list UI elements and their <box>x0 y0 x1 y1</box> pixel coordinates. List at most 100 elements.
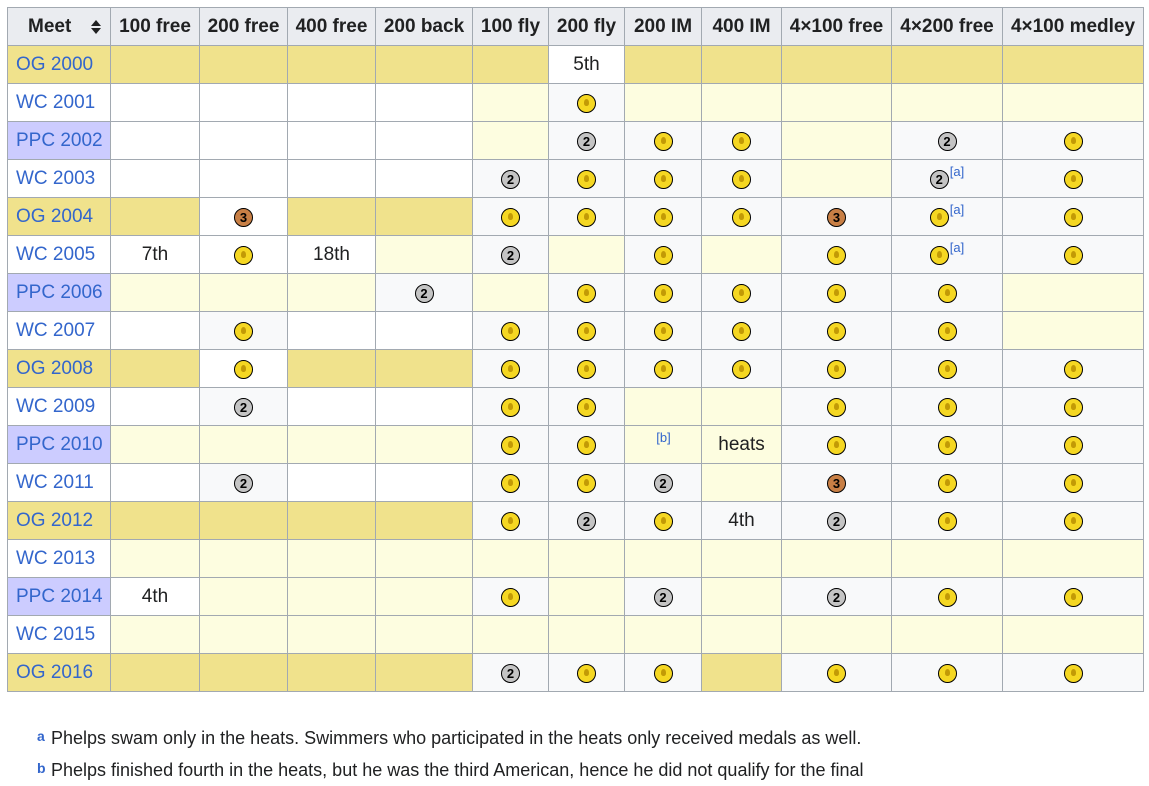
gold-medal-icon <box>653 283 673 303</box>
result-cell <box>891 45 1003 84</box>
silver-medal-icon: 2 <box>577 511 596 531</box>
gold-medal-icon <box>1063 169 1083 189</box>
result-cell: [b] <box>624 425 702 464</box>
table-row: WC 2003 2 2[a] <box>7 159 1144 198</box>
result-cell <box>375 45 473 84</box>
meet-link[interactable]: OG 2004 <box>7 197 111 236</box>
footnote-marker[interactable]: b <box>37 760 46 776</box>
result-cell <box>472 615 549 654</box>
result-cell <box>701 539 782 578</box>
result-cell <box>1002 615 1144 654</box>
gold-medal-icon <box>827 359 846 379</box>
footnote-reference-link[interactable]: [b] <box>656 430 671 446</box>
silver-medal-icon: 2 <box>827 587 846 607</box>
column-header-200-im: 200 IM <box>624 7 702 46</box>
meet-link[interactable]: PPC 2010 <box>7 425 111 464</box>
meet-link[interactable]: WC 2007 <box>7 311 111 350</box>
meet-link[interactable]: OG 2008 <box>7 349 111 388</box>
meet-link[interactable]: OG 2016 <box>7 653 111 692</box>
meet-link[interactable]: WC 2011 <box>7 463 111 502</box>
sort-icon[interactable] <box>90 13 102 39</box>
meet-label: OG 2012 <box>16 509 94 531</box>
meet-label: WC 2013 <box>16 547 96 569</box>
silver-medal-icon: 2 <box>577 131 596 151</box>
meet-label: OG 2004 <box>16 205 94 227</box>
result-cell <box>375 501 473 540</box>
table-row: PPC 2014 4th 2 2 <box>7 577 1144 616</box>
gold-medal-icon <box>732 169 751 189</box>
bronze-medal-icon: 3 <box>827 207 846 227</box>
result-cell: 4th <box>701 501 782 540</box>
meet-label: OG 2000 <box>16 53 94 75</box>
result-cell: 2 <box>199 463 288 502</box>
result-cell <box>624 273 702 312</box>
column-header-meet[interactable]: Meet <box>7 7 111 46</box>
gold-medal-icon <box>653 131 673 151</box>
column-header-100-fly: 100 fly <box>472 7 549 46</box>
result-cell <box>548 577 625 616</box>
result-cell <box>375 539 473 578</box>
result-text: heats <box>718 433 765 455</box>
result-cell <box>624 615 702 654</box>
meet-link[interactable]: PPC 2006 <box>7 273 111 312</box>
result-cell <box>891 311 1003 350</box>
result-cell <box>110 615 200 654</box>
result-cell <box>375 387 473 426</box>
result-cell <box>110 197 200 236</box>
gold-medal-icon <box>827 663 846 683</box>
result-cell <box>891 463 1003 502</box>
result-cell <box>375 463 473 502</box>
result-cell <box>287 197 376 236</box>
result-cell <box>287 539 376 578</box>
result-cell <box>701 653 782 692</box>
result-cell <box>287 577 376 616</box>
result-cell <box>199 539 288 578</box>
gold-medal-icon <box>653 321 673 341</box>
result-cell <box>110 653 200 692</box>
result-cell <box>1002 653 1144 692</box>
result-cell <box>548 539 625 578</box>
footnote-marker[interactable]: a <box>37 728 45 744</box>
gold-medal-icon <box>937 283 957 303</box>
meet-link[interactable]: WC 2001 <box>7 83 111 122</box>
meet-link[interactable]: WC 2003 <box>7 159 111 198</box>
gold-medal-icon <box>937 397 957 417</box>
meet-link[interactable]: WC 2015 <box>7 615 111 654</box>
result-cell <box>891 615 1003 654</box>
gold-medal-icon <box>732 207 751 227</box>
result-cell <box>624 653 702 692</box>
result-cell: heats <box>701 425 782 464</box>
footnote-reference-link[interactable]: [a] <box>949 202 965 218</box>
result-cell <box>548 273 625 312</box>
result-cell <box>1002 539 1144 578</box>
result-cell <box>472 45 549 84</box>
result-cell <box>110 501 200 540</box>
meet-link[interactable]: WC 2009 <box>7 387 111 426</box>
meet-label: PPC 2014 <box>16 585 103 607</box>
meet-link[interactable]: OG 2000 <box>7 45 111 84</box>
meet-link[interactable]: PPC 2014 <box>7 577 111 616</box>
result-cell <box>199 349 288 388</box>
silver-medal-icon: 2 <box>929 169 949 189</box>
footnote-reference-link[interactable]: [a] <box>949 164 965 180</box>
meet-link[interactable]: PPC 2002 <box>7 121 111 160</box>
result-cell <box>472 311 549 350</box>
result-text: 4th <box>728 509 755 531</box>
result-cell <box>781 311 892 350</box>
result-cell <box>199 615 288 654</box>
result-cell: 2 <box>472 653 549 692</box>
meet-link[interactable]: WC 2013 <box>7 539 111 578</box>
result-cell <box>548 615 625 654</box>
result-cell <box>891 425 1003 464</box>
footnote-text: Phelps finished fourth in the heats, but… <box>51 760 864 780</box>
meet-link[interactable]: OG 2012 <box>7 501 111 540</box>
table-row: PPC 2002 2 2 <box>7 121 1144 160</box>
bronze-medal-icon: 3 <box>234 207 253 227</box>
result-cell <box>472 501 549 540</box>
result-cell <box>110 45 200 84</box>
gold-medal-icon <box>234 321 253 341</box>
gold-medal-icon <box>577 207 596 227</box>
result-cell <box>701 121 782 160</box>
footnote-reference-link[interactable]: [a] <box>949 240 965 256</box>
meet-link[interactable]: WC 2005 <box>7 235 111 274</box>
